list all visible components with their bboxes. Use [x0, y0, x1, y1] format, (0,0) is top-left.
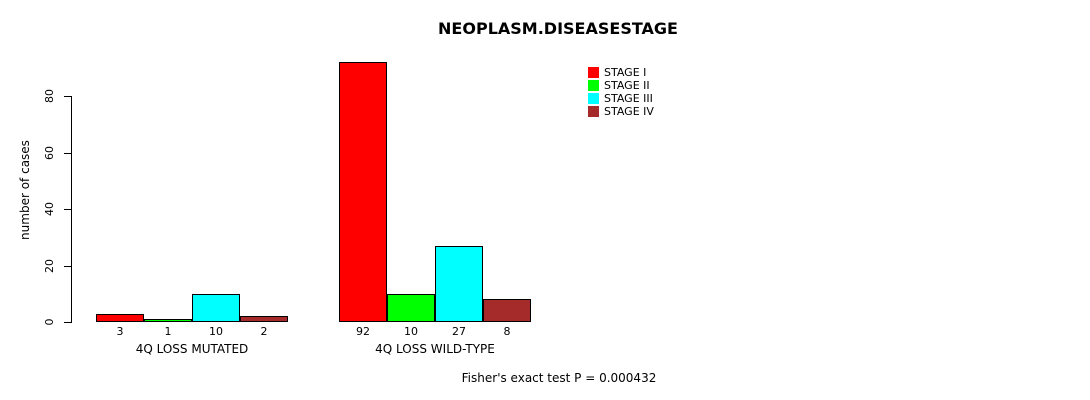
bar-4q-loss-wild-type-stage-iv — [483, 299, 531, 322]
bar-4q-loss-wild-type-stage-i — [339, 62, 387, 322]
x-category-label: 4Q LOSS MUTATED — [135, 342, 249, 356]
y-tick-label: 40 — [43, 202, 56, 216]
y-tick-label: 80 — [43, 89, 56, 103]
stat-test-note: Fisher's exact test P = 0.000432 — [461, 371, 657, 385]
y-tick-label: 60 — [43, 146, 56, 160]
legend-swatch-stage-i — [588, 67, 599, 78]
y-axis-line — [71, 96, 72, 323]
bar-value-label: 10 — [209, 325, 223, 338]
bar-4q-loss-mutated-stage-iv — [240, 316, 288, 322]
legend-label: STAGE I — [604, 66, 647, 79]
legend-swatch-stage-ii — [588, 80, 599, 91]
y-tick — [64, 266, 71, 267]
y-tick — [64, 322, 71, 323]
x-category-label: 4Q LOSS WILD-TYPE — [375, 342, 495, 356]
legend-label: STAGE II — [604, 79, 650, 92]
chart-title: NEOPLASM.DISEASESTAGE — [438, 19, 678, 38]
bar-value-label: 27 — [452, 325, 466, 338]
legend-swatch-stage-iii — [588, 93, 599, 104]
bar-value-label: 8 — [503, 325, 511, 338]
y-tick — [64, 96, 71, 97]
legend-item: STAGE II — [588, 79, 654, 92]
y-tick-label: 20 — [43, 259, 56, 273]
legend-item: STAGE IV — [588, 105, 654, 118]
bar-4q-loss-wild-type-stage-ii — [387, 294, 435, 322]
bar-4q-loss-wild-type-stage-iii — [435, 246, 483, 322]
bar-4q-loss-mutated-stage-iii — [192, 294, 240, 322]
legend-swatch-stage-iv — [588, 106, 599, 117]
y-tick — [64, 209, 71, 210]
bar-value-label: 10 — [404, 325, 418, 338]
y-tick-label: 0 — [43, 318, 56, 326]
bar-value-label: 1 — [164, 325, 172, 338]
y-tick — [64, 153, 71, 154]
legend: STAGE I STAGE II STAGE III STAGE IV — [588, 66, 654, 118]
legend-item: STAGE I — [588, 66, 654, 79]
legend-label: STAGE IV — [604, 105, 654, 118]
bar-value-label: 3 — [116, 325, 124, 338]
bar-4q-loss-mutated-stage-ii — [144, 319, 192, 322]
legend-label: STAGE III — [604, 92, 653, 105]
legend-item: STAGE III — [588, 92, 654, 105]
bar-value-label: 92 — [356, 325, 370, 338]
bar-value-label: 2 — [260, 325, 268, 338]
y-axis-title: number of cases — [18, 140, 32, 240]
bar-4q-loss-mutated-stage-i — [96, 314, 144, 322]
